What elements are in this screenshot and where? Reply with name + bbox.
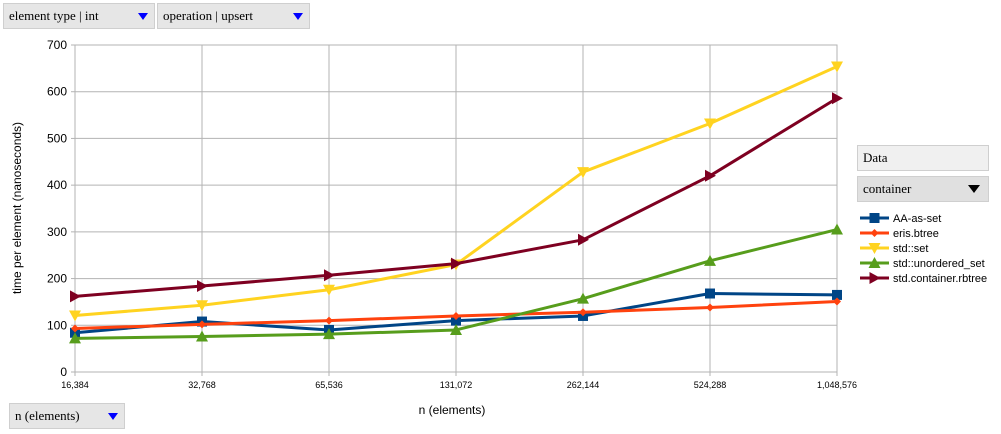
x-axis-title: n (elements) xyxy=(419,403,486,417)
column-field-label: container xyxy=(863,181,912,196)
y-tick-label: 700 xyxy=(47,38,67,52)
x-tick-label: 32,768 xyxy=(188,380,216,390)
data-point-marker xyxy=(71,324,79,333)
data-point-marker xyxy=(70,290,81,303)
data-field-button[interactable]: Data xyxy=(857,145,989,171)
data-point-marker xyxy=(69,332,81,344)
chart-series xyxy=(69,61,843,344)
y-tick-label: 300 xyxy=(47,225,67,239)
y-tick-label: 200 xyxy=(47,272,67,286)
legend-marker xyxy=(870,229,879,237)
x-tick-label: 524,288 xyxy=(694,380,727,390)
x-tick-label: 131,072 xyxy=(440,380,473,390)
data-point-marker xyxy=(323,328,335,340)
y-axis-title: time per element (nanoseconds) xyxy=(10,122,24,294)
row-field-label: n (elements) xyxy=(15,408,80,423)
y-tick-label: 400 xyxy=(47,178,67,192)
data-point-marker xyxy=(578,233,589,246)
data-point-marker xyxy=(833,297,841,306)
y-axis-ticks: 0 100 200 300 400 500 600 700 xyxy=(47,38,67,379)
data-point-marker xyxy=(197,280,208,293)
data-point-marker xyxy=(577,167,589,179)
x-tick-label: 1,048,576 xyxy=(817,380,857,390)
legend-entry-label: std::set xyxy=(893,243,928,255)
legend-entry-label: eris.btree xyxy=(893,228,939,240)
data-point-marker xyxy=(832,92,843,105)
series-group xyxy=(70,92,843,303)
data-point-marker xyxy=(705,169,716,182)
data-point-marker xyxy=(704,254,716,266)
data-point-marker xyxy=(577,292,589,304)
data-point-marker xyxy=(196,330,208,342)
data-point-marker xyxy=(452,311,460,320)
legend-marker xyxy=(869,272,881,284)
legend-entry-label: AA-as-set xyxy=(893,213,941,225)
column-field-button[interactable]: container xyxy=(857,176,989,202)
data-point-marker xyxy=(69,310,81,322)
series-group xyxy=(69,223,843,344)
dropdown-arrow-icon xyxy=(293,13,303,20)
legend-marker xyxy=(869,213,880,223)
data-field-label: Data xyxy=(863,150,888,165)
data-point-marker xyxy=(705,288,715,299)
x-tick-label: 65,536 xyxy=(315,380,343,390)
legend-marker xyxy=(868,257,881,268)
element-type-filter-label: element type | int xyxy=(9,8,99,23)
legend-marker xyxy=(868,243,881,254)
x-axis-ticks: 16,384 32,768 65,536 131,072 262,144 524,288 1… xyxy=(61,380,857,390)
data-point-marker xyxy=(832,289,842,300)
data-point-marker xyxy=(579,308,587,317)
data-point-marker xyxy=(198,320,206,329)
dropdown-arrow-icon xyxy=(108,413,118,420)
legend-entry-label: std::unordered_set xyxy=(893,258,985,270)
data-point-marker xyxy=(451,257,462,270)
y-tick-label: 0 xyxy=(60,365,67,379)
row-field-button[interactable]: n (elements) xyxy=(9,403,125,429)
y-tick-label: 100 xyxy=(47,318,67,332)
x-tick-label: 262,144 xyxy=(567,380,600,390)
data-point-marker xyxy=(831,61,843,73)
chart-legend: AA-as-seteris.btreestd::setstd::unordere… xyxy=(860,213,987,285)
operation-filter-button[interactable]: operation | upsert xyxy=(157,3,310,29)
dropdown-arrow-icon xyxy=(968,185,980,193)
series-group xyxy=(71,297,841,333)
data-point-marker xyxy=(325,316,333,325)
data-point-marker xyxy=(831,223,843,235)
data-point-marker xyxy=(450,323,462,335)
data-point-marker xyxy=(704,118,716,130)
y-tick-label: 500 xyxy=(47,131,67,145)
dropdown-arrow-icon xyxy=(138,13,148,20)
data-point-marker xyxy=(196,300,208,312)
y-tick-label: 600 xyxy=(47,85,67,99)
legend-entry-label: std.container.rbtree xyxy=(893,273,987,285)
data-point-marker xyxy=(323,284,335,296)
x-tick-label: 16,384 xyxy=(61,380,89,390)
data-point-marker xyxy=(706,303,714,312)
element-type-filter-button[interactable]: element type | int xyxy=(3,3,155,29)
operation-filter-label: operation | upsert xyxy=(163,8,253,23)
plot-area-border xyxy=(74,44,838,373)
data-point-marker xyxy=(451,315,461,326)
data-point-marker xyxy=(324,269,335,282)
